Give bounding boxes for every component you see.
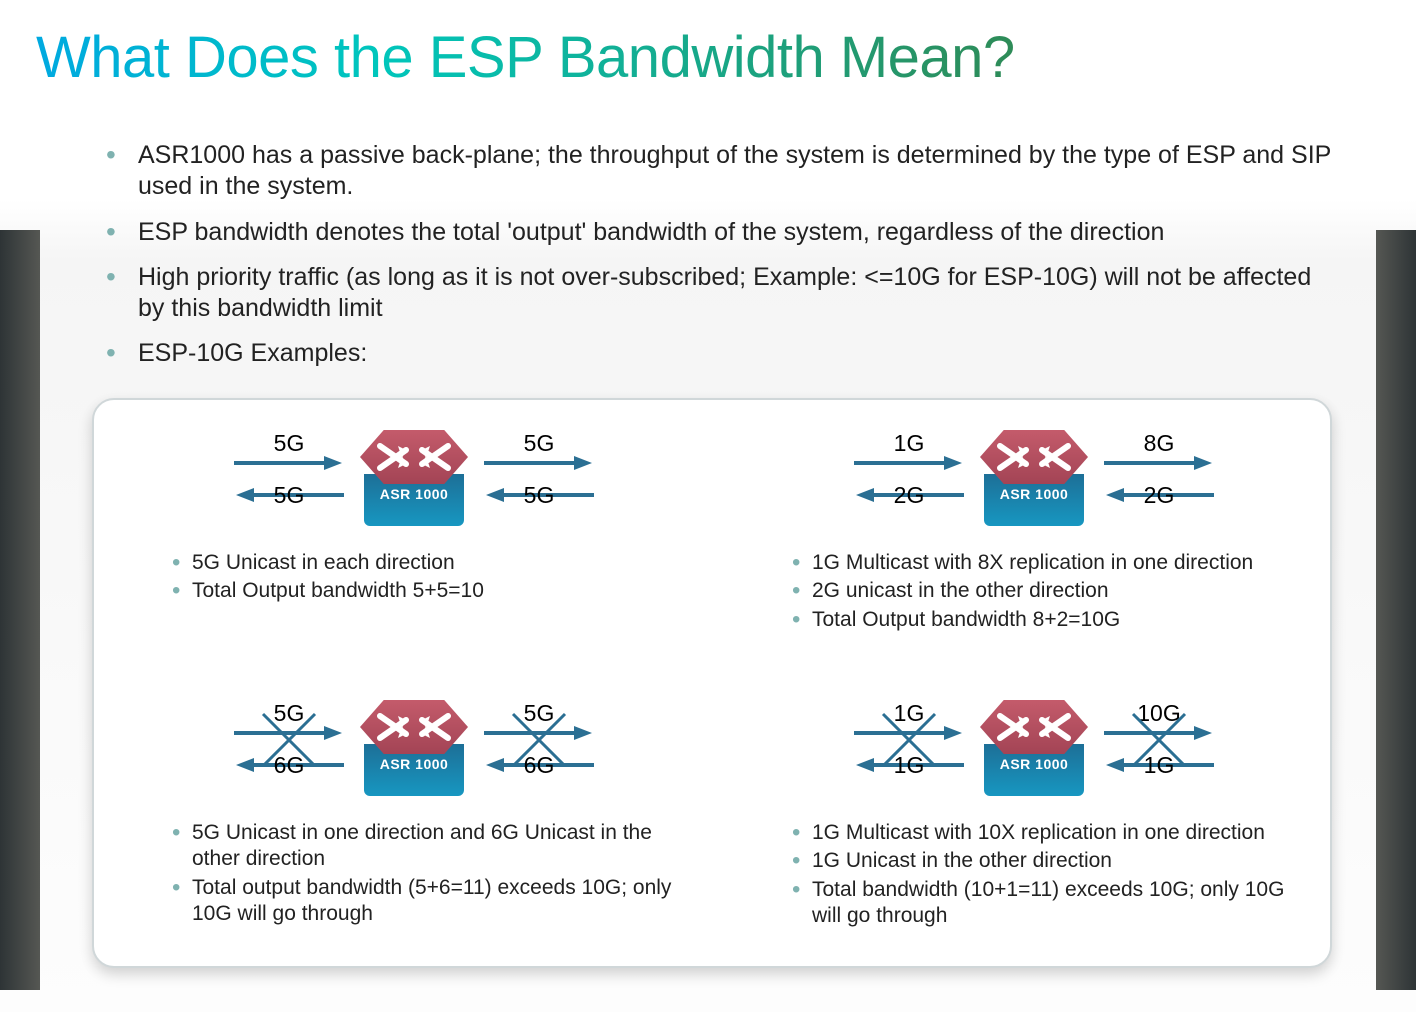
cross-out-icon xyxy=(509,710,569,770)
side-band-right xyxy=(1376,230,1416,990)
example-note-item: 1G Unicast in the other direction xyxy=(792,848,1312,874)
bandwidth-label: 5G xyxy=(509,430,569,457)
example-note-item: 2G unicast in the other direction xyxy=(792,578,1312,604)
bandwidth-label: 5G xyxy=(509,482,569,509)
device-label: ASR 1000 xyxy=(364,756,464,772)
bandwidth-label: 1G xyxy=(879,430,939,457)
slide: What Does the ESP Bandwidth Mean? ASR100… xyxy=(0,0,1416,1012)
example-note-item: 5G Unicast in one direction and 6G Unica… xyxy=(172,820,692,873)
bandwidth-label: 5G xyxy=(259,482,319,509)
bullet-item: ASR1000 has a passive back-plane; the th… xyxy=(92,140,1336,203)
example-note-item: 5G Unicast in each direction xyxy=(172,550,692,576)
bandwidth-label: 2G xyxy=(879,482,939,509)
device-label: ASR 1000 xyxy=(984,486,1084,502)
router-icon: ASR 1000 xyxy=(974,430,1094,530)
example: ASR 10005G6G5G6G 5G Unicast in one direc… xyxy=(134,690,694,820)
bandwidth-label: 2G xyxy=(1129,482,1189,509)
example-note-item: Total bandwidth (10+1=11) exceeds 10G; o… xyxy=(792,877,1312,930)
example-note-item: 1G Multicast with 10X replication in one… xyxy=(792,820,1312,846)
example-note-item: 1G Multicast with 8X replication in one … xyxy=(792,550,1312,576)
router-icon: ASR 1000 xyxy=(354,430,474,530)
example-note-item: Total Output bandwidth 8+2=10G xyxy=(792,607,1312,633)
example-diagram: ASR 1000 5G 5G 5G 5G xyxy=(134,420,694,550)
device-label: ASR 1000 xyxy=(364,486,464,502)
example: ASR 10001G2G8G2G1G Multicast with 8X rep… xyxy=(754,420,1314,550)
router-icon: ASR 1000 xyxy=(354,700,474,800)
example-notes: 5G Unicast in one direction and 6G Unica… xyxy=(172,820,692,929)
example-diagram: ASR 10001G1G10G1G xyxy=(754,690,1314,820)
example-notes: 1G Multicast with 10X replication in one… xyxy=(792,820,1312,931)
example: ASR 10005G5G5G5G5G Unicast in each direc… xyxy=(134,420,694,550)
bullet-item: ESP-10G Examples: xyxy=(92,338,1336,369)
bullet-item: High priority traffic (as long as it is … xyxy=(92,262,1336,325)
example-note-item: Total Output bandwidth 5+5=10 xyxy=(172,578,692,604)
cross-out-icon xyxy=(1129,710,1189,770)
example-diagram: ASR 10005G6G5G6G xyxy=(134,690,694,820)
example-diagram: ASR 1000 1G 2G 8G 2G xyxy=(754,420,1314,550)
bandwidth-label: 5G xyxy=(259,430,319,457)
router-icon: ASR 1000 xyxy=(974,700,1094,800)
examples-panel: ASR 1000 5G 5G 5G 5G 5G Unicast in each direc… xyxy=(92,398,1332,968)
example-notes: 1G Multicast with 8X replication in one … xyxy=(792,550,1312,635)
bullet-item: ESP bandwidth denotes the total 'output'… xyxy=(92,217,1336,248)
example-notes: 5G Unicast in each directionTotal Output… xyxy=(172,550,692,607)
cross-out-icon xyxy=(879,710,939,770)
bandwidth-label: 8G xyxy=(1129,430,1189,457)
side-band-left xyxy=(0,230,40,990)
main-bullets: ASR1000 has a passive back-plane; the th… xyxy=(92,140,1336,384)
example: ASR 10001G1G10G1G 1G Multicast with 10X … xyxy=(754,690,1314,820)
page-title: What Does the ESP Bandwidth Mean? xyxy=(36,24,1015,91)
device-label: ASR 1000 xyxy=(984,756,1084,772)
example-note-item: Total output bandwidth (5+6=11) exceeds … xyxy=(172,875,692,928)
cross-out-icon xyxy=(259,710,319,770)
